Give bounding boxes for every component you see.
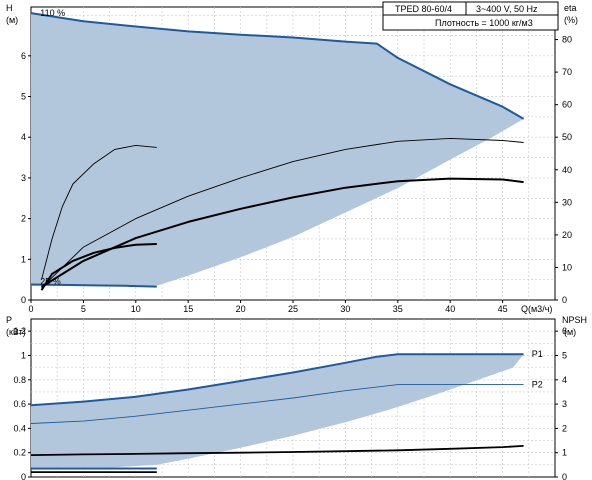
curve-max-1 bbox=[30, 283, 157, 288]
y-tick-label: 0.4 bbox=[13, 423, 26, 433]
y-tick-label: 1.2 bbox=[13, 326, 26, 336]
x-tick-label: 30 bbox=[340, 304, 350, 314]
y-tick-label: 5 bbox=[21, 92, 26, 102]
h-axis-label: H bbox=[6, 3, 13, 13]
curve-thin-1 bbox=[30, 384, 524, 424]
curve-eta-5 bbox=[40, 177, 524, 288]
curve-npsh-3 bbox=[30, 445, 524, 456]
curve-annotation: 25 % bbox=[40, 277, 61, 287]
pump-model-text: TPED 80-60/4 bbox=[395, 4, 452, 14]
y-tick-label: 4 bbox=[21, 132, 26, 142]
h-axis-unit: (м) bbox=[6, 15, 18, 25]
curve-max-0 bbox=[30, 353, 524, 407]
x-tick-label: 35 bbox=[393, 304, 403, 314]
x-tick-label: 0 bbox=[28, 304, 33, 314]
x-tick-label: 40 bbox=[445, 304, 455, 314]
eta-axis-label: eta bbox=[564, 3, 577, 13]
y-right-tick-label: 30 bbox=[562, 197, 572, 207]
y-right-tick-label: 6 bbox=[562, 326, 567, 336]
y-right-tick-label: 10 bbox=[562, 262, 572, 272]
y-right-tick-label: 50 bbox=[562, 132, 572, 142]
pump-supply-text: 3~400 V, 50 Hz bbox=[476, 4, 538, 14]
curve-eta-4 bbox=[40, 243, 157, 291]
x-tick-label: 15 bbox=[183, 304, 193, 314]
eta-axis-unit: (%) bbox=[564, 15, 578, 25]
y-tick-label: 3 bbox=[21, 173, 26, 183]
y-right-tick-label: 3 bbox=[562, 399, 567, 409]
operating-envelope bbox=[31, 354, 524, 468]
y-tick-label: 0 bbox=[21, 295, 26, 305]
x-tick-label: 10 bbox=[131, 304, 141, 314]
y-right-tick-label: 70 bbox=[562, 67, 572, 77]
y-tick-label: 6 bbox=[21, 51, 26, 61]
y-tick-label: 1 bbox=[21, 254, 26, 264]
density-text: Плотность = 1000 кг/м3 bbox=[435, 18, 533, 28]
info-box bbox=[382, 1, 559, 31]
y-right-tick-label: 80 bbox=[562, 35, 572, 45]
y-right-tick-label: 2 bbox=[562, 423, 567, 433]
y-right-tick-label: 5 bbox=[562, 350, 567, 360]
y-right-tick-label: 0 bbox=[562, 472, 567, 480]
curve-thin-2 bbox=[41, 144, 157, 280]
power-npsh-panel: 0 0.2 0.4 0.6 0.8 1 1.2 0 1 2 3 4 5 6 P1 P2 bbox=[13, 318, 567, 480]
y-right-tick-label: 1 bbox=[562, 448, 567, 458]
y-tick-label: 0 bbox=[21, 472, 26, 480]
x-tick-label: 25 bbox=[288, 304, 298, 314]
curve-thin-3 bbox=[41, 137, 524, 289]
y-right-tick-label: 40 bbox=[562, 165, 572, 175]
y-tick-label: 0.8 bbox=[13, 375, 26, 385]
curve-annotation: P2 bbox=[532, 380, 543, 390]
npsh-axis-unit: (м) bbox=[564, 327, 576, 337]
y-tick-label: 0.2 bbox=[13, 448, 26, 458]
p-axis-unit: (кВт) bbox=[6, 327, 26, 337]
operating-envelope bbox=[31, 13, 524, 286]
curve-max-0 bbox=[30, 12, 525, 120]
y-right-tick-label: 0 bbox=[562, 295, 567, 305]
p-axis-label: P bbox=[6, 315, 12, 325]
curve-annotation: 110 % bbox=[40, 8, 65, 18]
x-tick-label: 45 bbox=[498, 304, 508, 314]
x-tick-label: 5 bbox=[81, 304, 86, 314]
y-tick-label: 1 bbox=[21, 350, 26, 360]
y-tick-label: 0.6 bbox=[13, 399, 26, 409]
y-right-tick-label: 4 bbox=[562, 375, 567, 385]
y-tick-label: 2 bbox=[21, 214, 26, 224]
curve-annotation: P1 bbox=[532, 349, 543, 359]
npsh-axis-label: NPSH bbox=[562, 315, 587, 325]
y-right-tick-label: 60 bbox=[562, 100, 572, 110]
x-tick-label: 20 bbox=[236, 304, 246, 314]
y-right-tick-label: 20 bbox=[562, 230, 572, 240]
q-axis-label: Q(м3/ч) bbox=[521, 304, 552, 314]
